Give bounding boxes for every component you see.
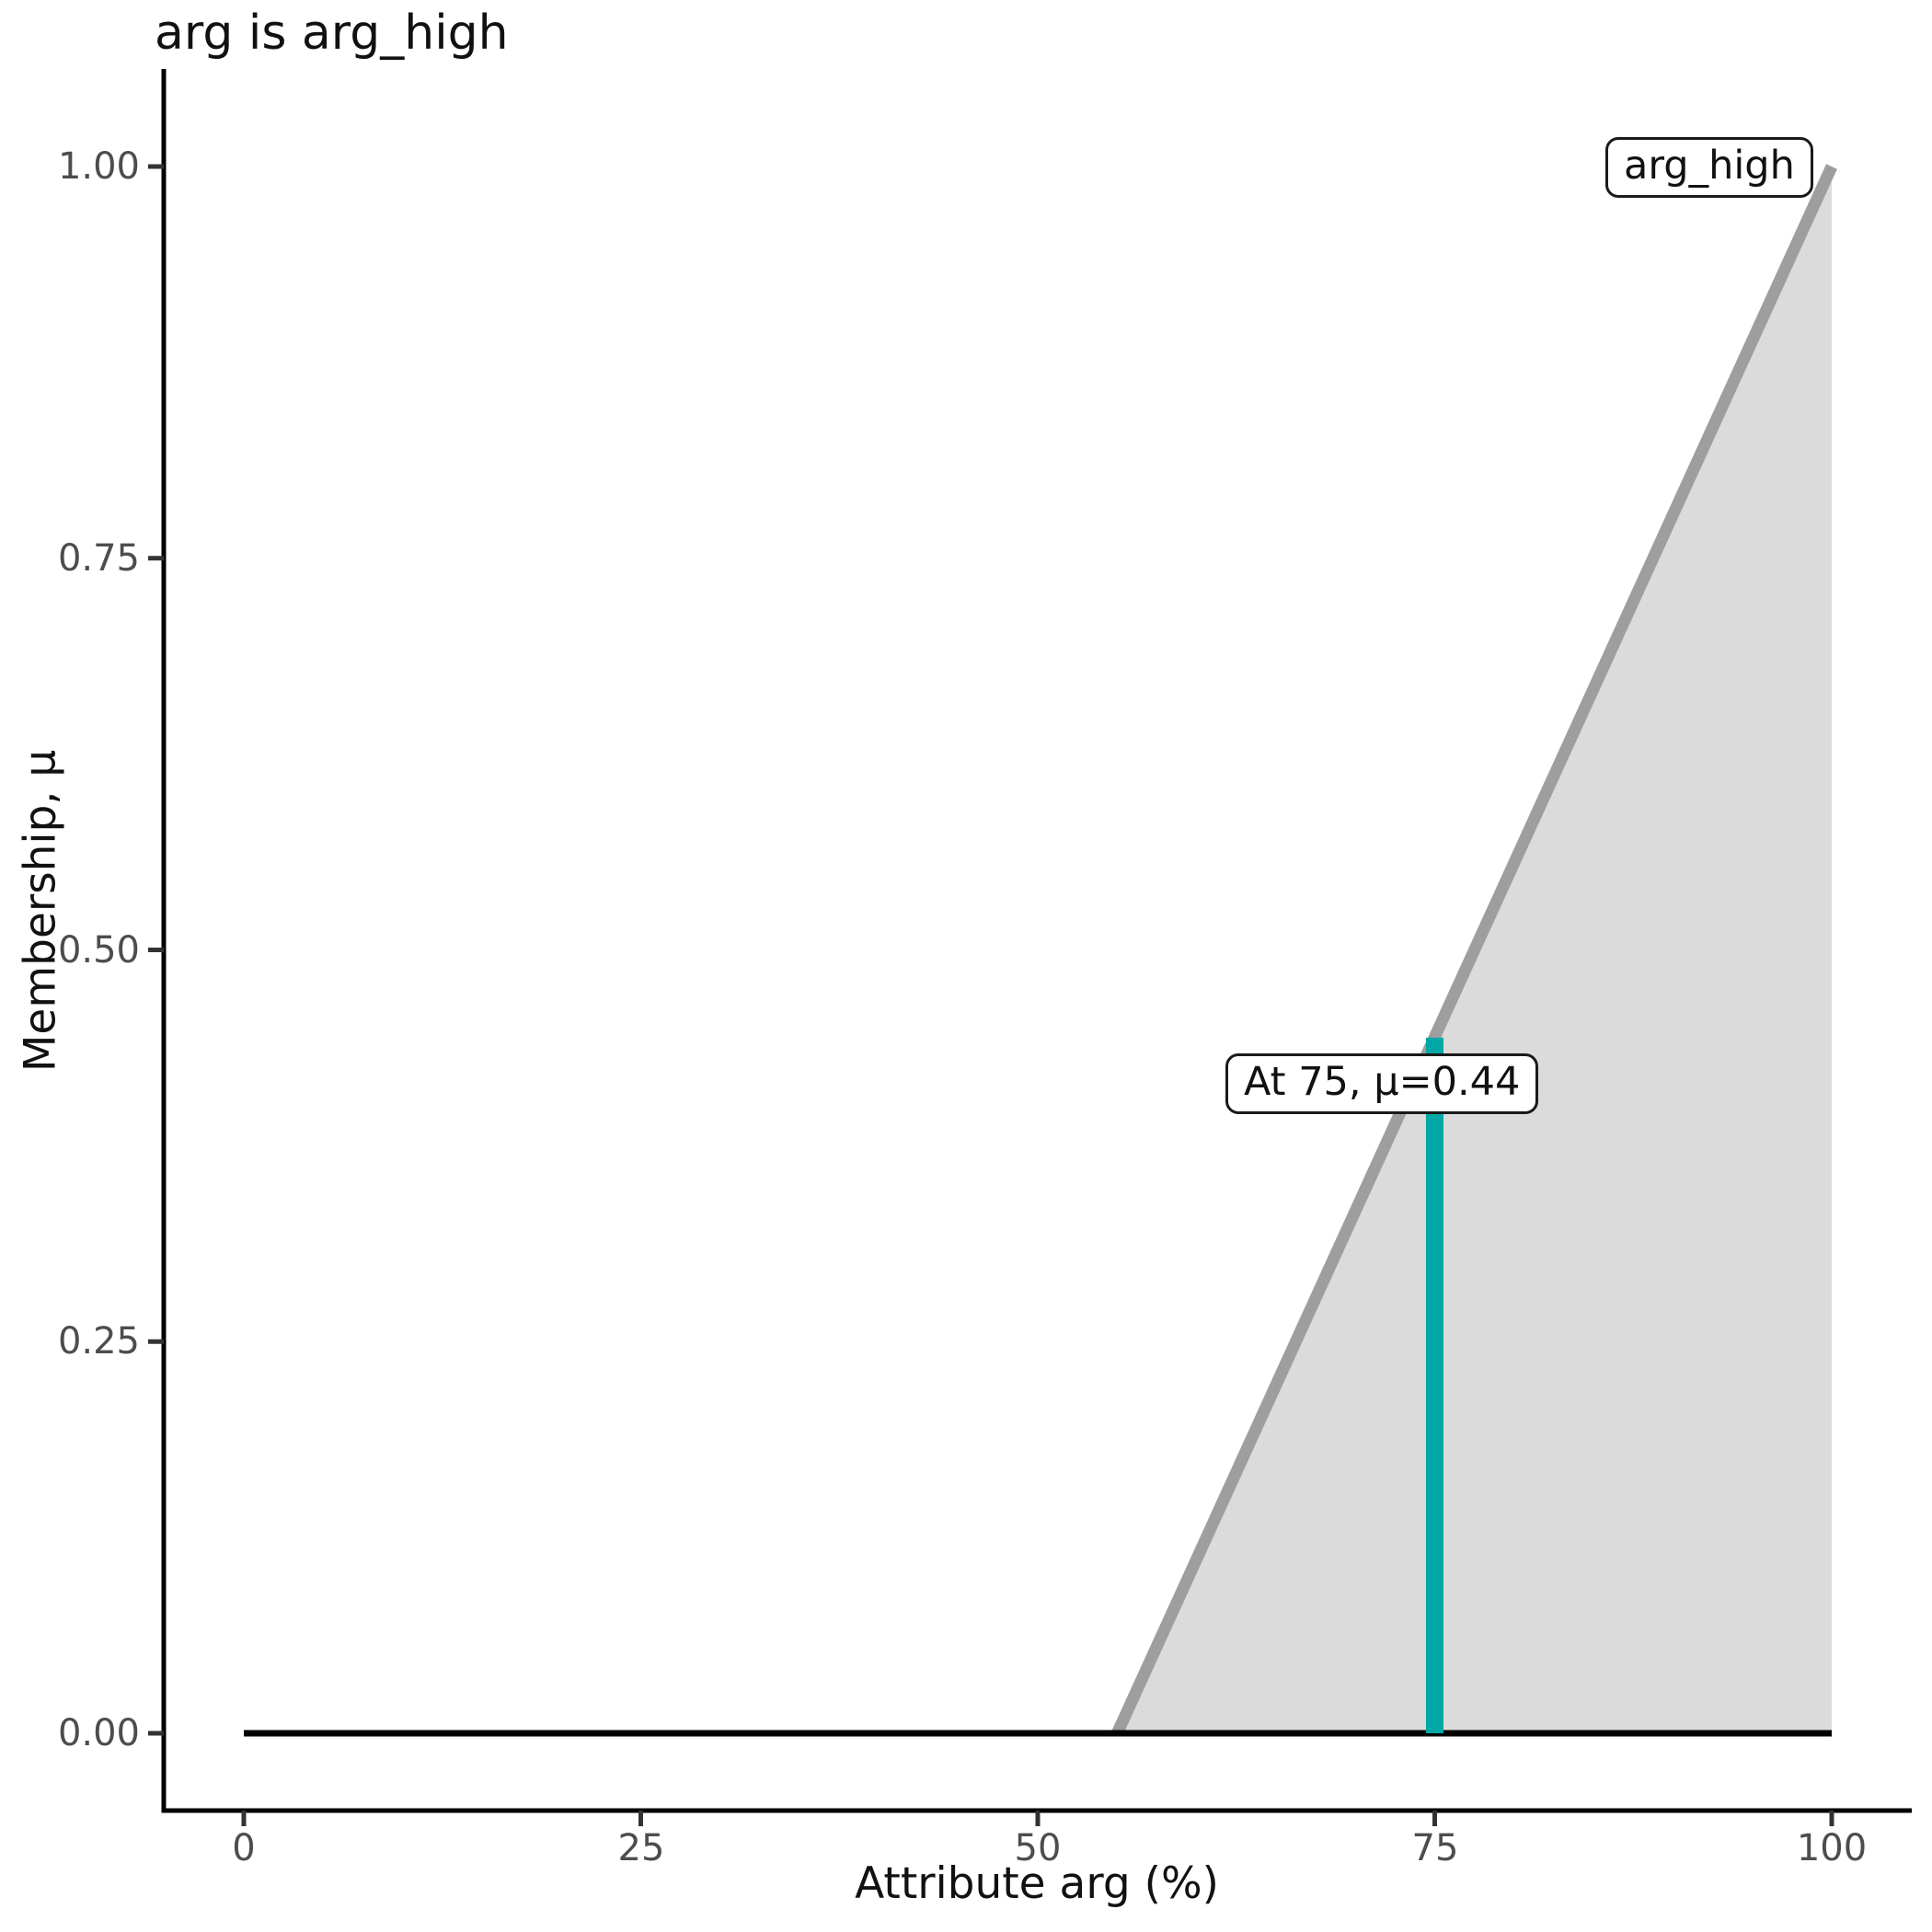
x-tick-label: 25: [617, 1827, 665, 1869]
x-tick-label: 50: [1014, 1827, 1062, 1869]
y-axis-title: Membership, μ: [15, 749, 66, 1073]
chart-title: arg is arg_high: [155, 6, 509, 61]
x-axis-title: Attribute arg (%): [855, 1858, 1219, 1909]
x-tick-label: 0: [232, 1827, 256, 1869]
y-tick-label: 0.25: [57, 1320, 140, 1363]
set-name-label: arg_high: [1605, 137, 1813, 199]
y-tick-label: 1.00: [57, 145, 140, 188]
y-tick-label: 0.75: [57, 537, 140, 580]
x-tick-label: 75: [1411, 1827, 1459, 1869]
y-tick-label: 0.50: [57, 929, 140, 972]
membership-line: [1111, 164, 1837, 1736]
evaluation-label: At 75, μ=0.44: [1225, 1053, 1539, 1115]
y-tick-label: 0.00: [57, 1712, 140, 1754]
x-tick-label: 100: [1796, 1827, 1868, 1869]
